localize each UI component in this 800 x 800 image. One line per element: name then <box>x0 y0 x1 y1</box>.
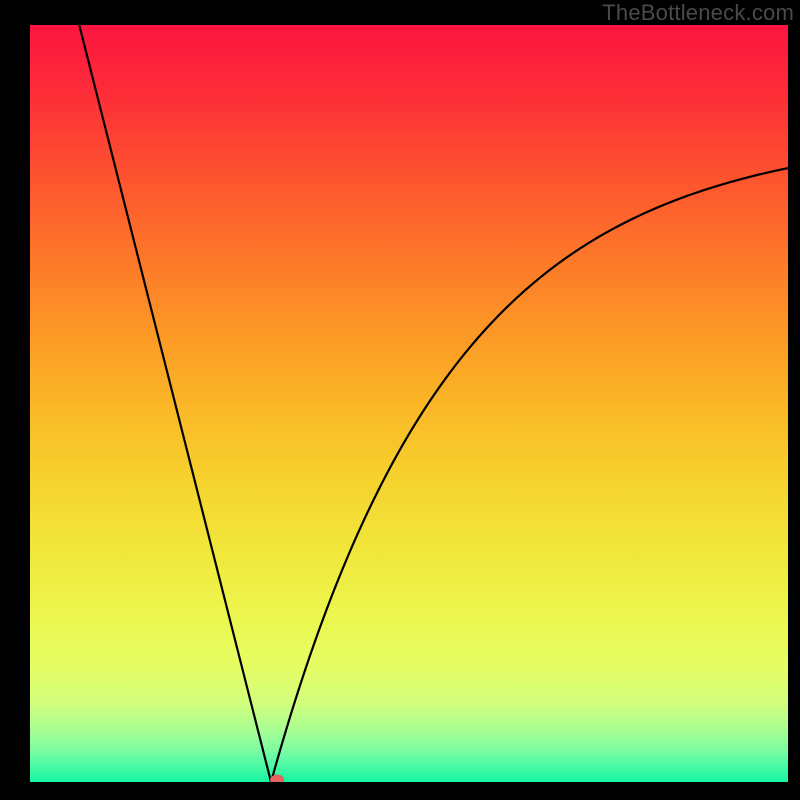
chart-background <box>30 25 788 782</box>
watermark-text: TheBottleneck.com <box>602 0 794 26</box>
chart-container <box>30 25 788 782</box>
bottleneck-chart <box>30 25 788 782</box>
